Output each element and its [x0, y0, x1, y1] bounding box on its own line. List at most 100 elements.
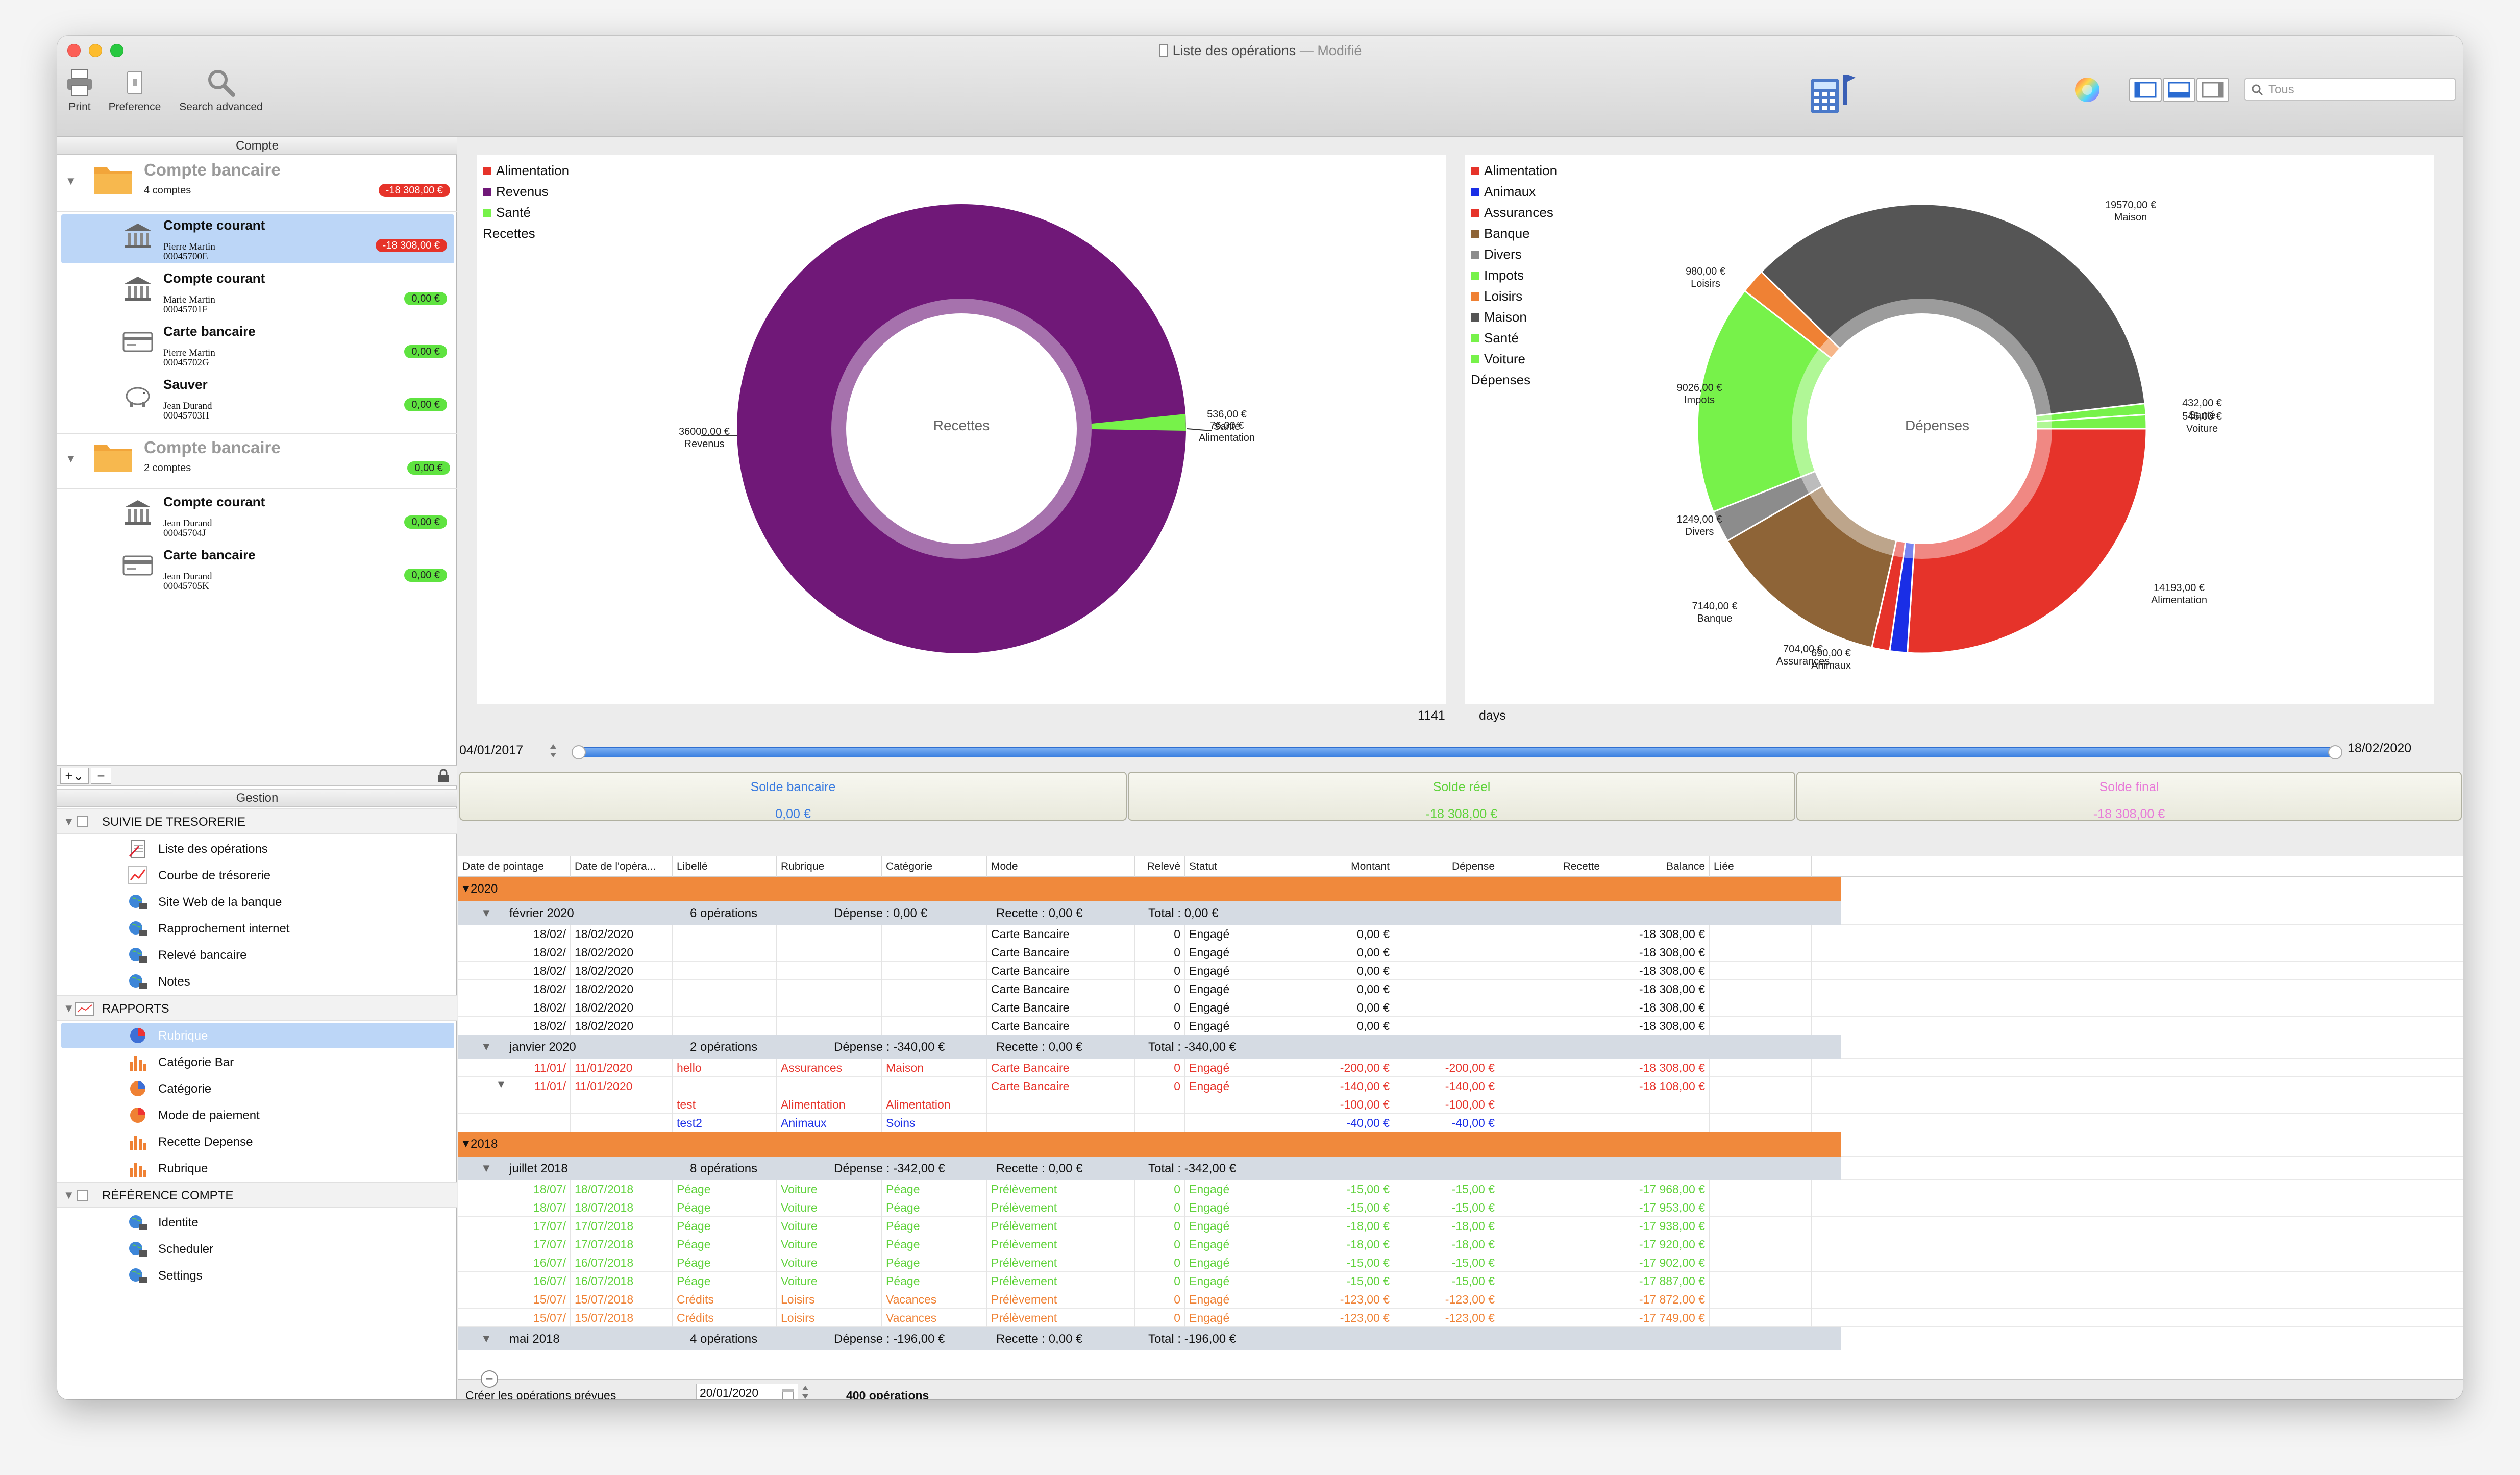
right-panel-view-button[interactable]	[2196, 78, 2229, 102]
section-checkbox[interactable]	[77, 816, 88, 827]
calculator-icon[interactable]	[1808, 71, 1859, 115]
month-group-row[interactable]: ▼ mai 2018 4 opérations Dépense : -196,00 €…	[458, 1327, 2463, 1350]
close-window-button[interactable]	[67, 44, 81, 57]
disclosure-triangle-icon[interactable]: ▼	[481, 906, 492, 919]
slider-start-handle[interactable]	[572, 745, 586, 759]
table-row[interactable]: 17/07/17/07/2018 Péage Voiture Péage Prélève…	[458, 1235, 2463, 1253]
column-header[interactable]: Statut	[1185, 856, 1289, 877]
table-row[interactable]: 17/07/17/07/2018 Péage Voiture Péage Prélève…	[458, 1217, 2463, 1235]
account-row[interactable]: Compte courant Pierre Martin 00045700E -1…	[61, 214, 454, 263]
nav-categorie[interactable]: Catégorie	[61, 1076, 454, 1101]
disclosure-triangle-icon[interactable]: ▼	[65, 175, 77, 187]
disclosure-triangle-icon[interactable]: ▼	[460, 1137, 472, 1150]
nav-notes[interactable]: Notes	[61, 969, 454, 994]
slice-sante[interactable]	[1063, 414, 1186, 431]
column-header[interactable]: Montant	[1289, 856, 1394, 877]
bottom-panel-view-button[interactable]	[2163, 78, 2195, 102]
table-row[interactable]: 18/02/18/02/2020 Carte Bancaire 0 Engagé 0,0…	[458, 980, 2463, 998]
nav-rubrique[interactable]: Rubrique	[61, 1023, 454, 1048]
search-field[interactable]: Tous	[2244, 78, 2456, 101]
column-header[interactable]: Recette	[1499, 856, 1604, 877]
table-row[interactable]: 18/07/18/07/2018 Péage Voiture Péage Prélève…	[458, 1198, 2463, 1217]
account-group-2[interactable]: ▼ Compte bancaire 2 comptes 0,00 €	[57, 433, 457, 489]
column-header[interactable]: Balance	[1604, 856, 1710, 877]
disclosure-triangle-icon[interactable]: ▼	[65, 452, 77, 465]
disclosure-triangle-icon[interactable]: ▼	[63, 815, 75, 828]
table-row[interactable]: 11/01/11/01/2020 hello Assurances Maison Car…	[458, 1059, 2463, 1077]
minimize-window-button[interactable]	[89, 44, 102, 57]
account-row[interactable]: Compte courant Jean Durand 00045704J 0,00…	[61, 491, 454, 540]
nav-liste-operations[interactable]: Liste des opérations	[61, 836, 454, 862]
disclosure-triangle-icon[interactable]: ▼	[481, 1332, 492, 1345]
disclosure-triangle-icon[interactable]: ▼	[481, 1040, 492, 1053]
date-stepper-icon[interactable]	[800, 1384, 810, 1399]
disclosure-triangle-icon[interactable]: ▼	[481, 1162, 492, 1174]
table-row[interactable]: 16/07/16/07/2018 Péage Voiture Péage Prélève…	[458, 1272, 2463, 1290]
disclosure-triangle-icon[interactable]: ▼	[460, 882, 472, 895]
nav-recette-depense[interactable]: Recette Depense	[61, 1129, 454, 1154]
table-row[interactable]: 18/07/18/07/2018 Péage Voiture Péage Prélève…	[458, 1180, 2463, 1198]
date-range-slider[interactable]	[574, 747, 2339, 757]
nav-rapprochement-internet[interactable]: Rapprochement internet	[61, 916, 454, 941]
table-row[interactable]: test Alimentation Alimentation -100,00 € -10…	[458, 1095, 2463, 1114]
account-row[interactable]: Compte courant Marie Martin 00045701F 0,0…	[61, 267, 454, 316]
search-advanced-button[interactable]: Search advanced	[172, 67, 269, 113]
section-reference-compte[interactable]: ▼ RÉFÉRENCE COMPTE	[57, 1182, 457, 1208]
slice-impots[interactable]	[1696, 289, 1923, 513]
column-header[interactable]: Date de pointage	[458, 856, 571, 877]
disclosure-triangle-icon[interactable]: ▼	[63, 1189, 75, 1201]
column-header[interactable]: Libellé	[673, 856, 777, 877]
nav-scheduler[interactable]: Scheduler	[61, 1236, 454, 1262]
slider-end-handle[interactable]	[2328, 745, 2342, 759]
table-row[interactable]: 18/02/18/02/2020 Carte Bancaire 0 Engagé 0,0…	[458, 1017, 2463, 1035]
account-row[interactable]: Carte bancaire Jean Durand 00045705K 0,00…	[61, 544, 454, 593]
section-tresorerie[interactable]: ▼ SUIVIE DE TRESORERIE	[57, 808, 457, 834]
section-rapports[interactable]: ▼ RAPPORTS	[57, 995, 457, 1021]
column-header[interactable]: Dépense	[1394, 856, 1499, 877]
table-row[interactable]: 18/02/18/02/2020 Carte Bancaire 0 Engagé 0,0…	[458, 998, 2463, 1017]
nav-rubrique-2[interactable]: Rubrique	[61, 1156, 454, 1181]
remove-operation-button[interactable]: −	[481, 1370, 498, 1388]
table-row[interactable]: 18/02/18/02/2020 Carte Bancaire 0 Engagé 0,0…	[458, 943, 2463, 962]
add-account-button[interactable]: +⌄	[60, 768, 89, 784]
account-group-1[interactable]: ▼ Compte bancaire 4 comptes -18 308,00 €	[57, 156, 457, 212]
print-button[interactable]: Print	[64, 67, 95, 113]
nav-courbe-tresorerie[interactable]: Courbe de trésorerie	[61, 863, 454, 888]
column-header[interactable]: Mode	[987, 856, 1135, 877]
zoom-window-button[interactable]	[110, 44, 123, 57]
section-checkbox[interactable]	[77, 1190, 88, 1201]
calendar-icon[interactable]	[781, 1387, 795, 1399]
table-row[interactable]: 18/02/18/02/2020 Carte Bancaire 0 Engagé 0,0…	[458, 962, 2463, 980]
nav-settings[interactable]: Settings	[61, 1263, 454, 1288]
disclosure-triangle-icon[interactable]: ▼	[496, 1079, 506, 1090]
account-row[interactable]: Sauver Jean Durand 00045703H 0,00 €	[61, 374, 454, 423]
nav-site-web-banque[interactable]: Site Web de la banque	[61, 889, 454, 915]
month-group-row[interactable]: ▼ février 2020 6 opérations Dépense : 0,00 …	[458, 901, 2463, 925]
nav-identite[interactable]: Identite	[61, 1210, 454, 1235]
table-row[interactable]: 16/07/16/07/2018 Péage Voiture Péage Prélève…	[458, 1253, 2463, 1272]
remove-account-button[interactable]: −	[91, 768, 111, 784]
table-row[interactable]: 15/07/15/07/2018 Crédits Loisirs Vacances Pr…	[458, 1290, 2463, 1309]
column-header[interactable]: Liée	[1710, 856, 1812, 877]
column-header[interactable]: Date de l'opéra...	[571, 856, 673, 877]
end-date[interactable]: 18/02/2020	[2348, 741, 2412, 755]
table-row[interactable]: 18/02/18/02/2020 Carte Bancaire 0 Engagé 0,0…	[458, 925, 2463, 943]
start-date[interactable]: 04/01/2017	[459, 743, 524, 757]
left-panel-view-button[interactable]	[2129, 78, 2162, 102]
preference-button[interactable]: Preference	[104, 67, 165, 113]
account-row[interactable]: Carte bancaire Pierre Martin 00045702G 0,…	[61, 321, 454, 370]
slice-maison[interactable]	[1760, 203, 2146, 430]
nav-mode-paiement[interactable]: Mode de paiement	[61, 1102, 454, 1128]
start-date-stepper-icon[interactable]	[548, 742, 558, 759]
year-group-row[interactable]: ▼ 2020	[458, 877, 2463, 901]
column-header[interactable]: Relevé	[1135, 856, 1185, 877]
planned-date-field[interactable]: 20/01/2020	[696, 1384, 798, 1399]
month-group-row[interactable]: ▼ juillet 2018 8 opérations Dépense : -342,…	[458, 1157, 2463, 1180]
month-group-row[interactable]: ▼ janvier 2020 2 opérations Dépense : -340,…	[458, 1035, 2463, 1059]
year-group-row[interactable]: ▼ 2018	[458, 1132, 2463, 1157]
table-row[interactable]: ▼ 11/01/11/01/2020 Carte Bancaire 0 Engagé -1…	[458, 1077, 2463, 1095]
nav-releve-bancaire[interactable]: Relevé bancaire	[61, 942, 454, 968]
color-wheel-icon[interactable]	[2073, 76, 2102, 104]
column-header[interactable]: Catégorie	[882, 856, 987, 877]
table-row[interactable]: test2 Animaux Soins -40,00 € -40,00 €	[458, 1114, 2463, 1132]
